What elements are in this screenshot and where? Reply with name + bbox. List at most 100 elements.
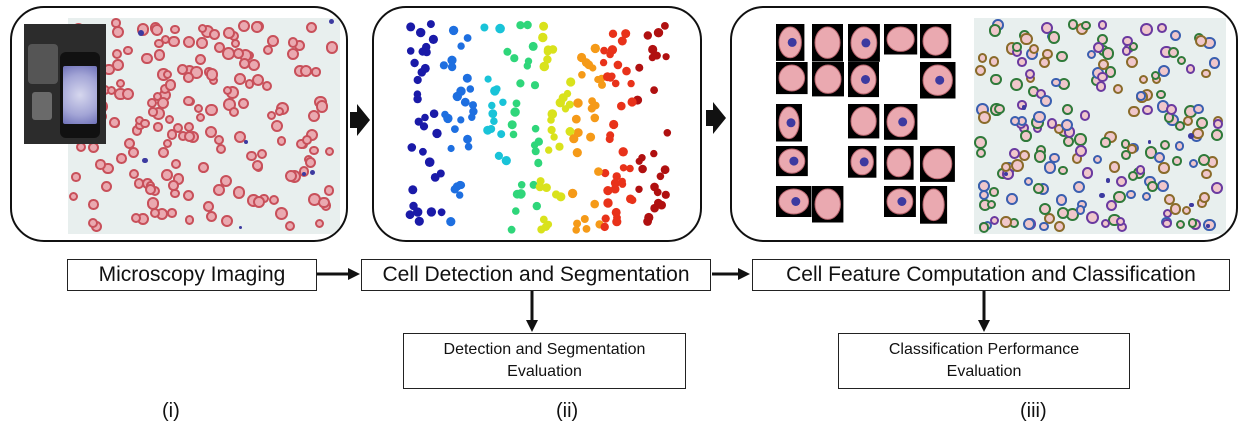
red-blood-cell <box>232 186 246 200</box>
detected-cell <box>648 44 658 55</box>
detected-cell <box>600 222 609 232</box>
detected-cell <box>626 194 635 204</box>
cell-patch <box>848 62 879 98</box>
red-blood-cell <box>988 24 1001 37</box>
stage-label-microscopy: Microscopy Imaging <box>98 263 286 286</box>
red-blood-cell <box>306 21 318 34</box>
cell-patch <box>920 146 955 182</box>
red-blood-cell <box>323 185 335 196</box>
detected-cell <box>501 156 511 166</box>
red-blood-cell <box>1187 218 1197 228</box>
detected-cell <box>653 188 662 197</box>
arrow-icon <box>350 104 370 136</box>
red-blood-cell <box>1162 219 1172 229</box>
red-blood-cell <box>1044 212 1056 224</box>
detected-cell <box>656 172 665 181</box>
red-blood-cell <box>124 138 136 150</box>
parasite-stain <box>138 30 145 37</box>
red-blood-cell <box>245 150 257 162</box>
red-blood-cell <box>1115 216 1126 227</box>
red-blood-cell <box>1169 203 1182 215</box>
red-blood-cell <box>1159 140 1170 151</box>
red-blood-cell <box>285 170 298 183</box>
detected-cell <box>618 147 628 157</box>
red-blood-cell <box>1201 69 1211 79</box>
red-blood-cell <box>88 199 99 210</box>
detected-cell <box>582 225 591 233</box>
detected-cell <box>603 186 613 196</box>
red-blood-cell <box>253 195 266 208</box>
detected-cell <box>653 28 664 38</box>
red-blood-cell <box>1047 31 1061 44</box>
detected-cell <box>603 72 612 82</box>
red-blood-cell <box>977 53 988 63</box>
detected-cell <box>563 89 572 98</box>
red-blood-cell <box>1046 118 1058 129</box>
stage-box-microscopy: Microscopy Imaging <box>67 259 317 291</box>
detected-cell <box>555 98 565 108</box>
cell-patch <box>776 24 805 61</box>
detected-cell <box>507 120 517 130</box>
detected-cell <box>407 143 417 152</box>
red-blood-cell <box>164 79 177 91</box>
detected-cell <box>499 98 507 107</box>
detected-cell <box>530 81 540 90</box>
detected-cell <box>543 47 552 56</box>
smartphone-on-microscope-icon <box>24 24 106 144</box>
red-blood-cell <box>1140 23 1153 37</box>
detected-cell <box>635 63 644 72</box>
panel-classification <box>730 6 1238 242</box>
red-blood-cell <box>1153 151 1166 164</box>
red-blood-cell <box>1020 130 1032 142</box>
red-blood-cell <box>100 180 112 192</box>
red-blood-cell <box>196 112 206 122</box>
cell-patch <box>884 24 918 55</box>
red-blood-cell <box>977 111 991 125</box>
detected-cell <box>663 129 672 137</box>
red-blood-cell <box>156 97 169 110</box>
red-blood-cell <box>1085 210 1099 224</box>
red-blood-cell <box>1199 192 1211 204</box>
parasite-stain <box>1021 105 1027 110</box>
arrow-icon <box>706 102 726 134</box>
stage-label-feature: Cell Feature Computation and Classificat… <box>786 263 1196 286</box>
detected-cell <box>457 116 465 124</box>
red-blood-cell <box>1049 152 1060 164</box>
detected-cell <box>447 55 457 65</box>
cell-patch <box>920 62 956 99</box>
detected-cell <box>539 21 549 31</box>
red-blood-cell <box>1165 104 1177 116</box>
red-blood-cell <box>986 199 997 210</box>
detected-cell <box>566 77 576 87</box>
red-blood-cell <box>1126 189 1136 200</box>
red-blood-cell <box>1210 128 1223 141</box>
detected-cell <box>421 113 429 122</box>
cell-patch <box>812 62 844 97</box>
red-blood-cell <box>170 24 181 35</box>
red-blood-cell <box>182 72 194 83</box>
arrow-icon <box>317 268 360 280</box>
cell-patch <box>812 24 843 62</box>
red-blood-cell <box>1092 154 1103 165</box>
red-blood-cell <box>299 64 313 78</box>
red-blood-cell <box>271 120 284 133</box>
detected-cell <box>612 172 621 181</box>
red-blood-cell <box>1136 165 1146 175</box>
detected-cell <box>571 114 581 124</box>
detected-cell <box>635 185 643 193</box>
red-blood-cell <box>1102 47 1115 60</box>
detected-cell <box>446 217 456 227</box>
detected-cell <box>542 183 551 193</box>
red-blood-cell <box>1022 217 1035 230</box>
detected-cell <box>580 215 589 223</box>
red-blood-cell <box>1039 203 1052 216</box>
red-blood-cell <box>301 134 313 146</box>
detected-cell <box>484 75 492 83</box>
detected-cell <box>413 75 422 85</box>
red-blood-cell <box>315 100 329 113</box>
red-blood-cell <box>140 118 150 129</box>
detected-cell <box>432 128 442 139</box>
detected-cell <box>424 157 435 167</box>
red-blood-cell <box>149 208 160 219</box>
red-blood-cell <box>308 109 321 122</box>
